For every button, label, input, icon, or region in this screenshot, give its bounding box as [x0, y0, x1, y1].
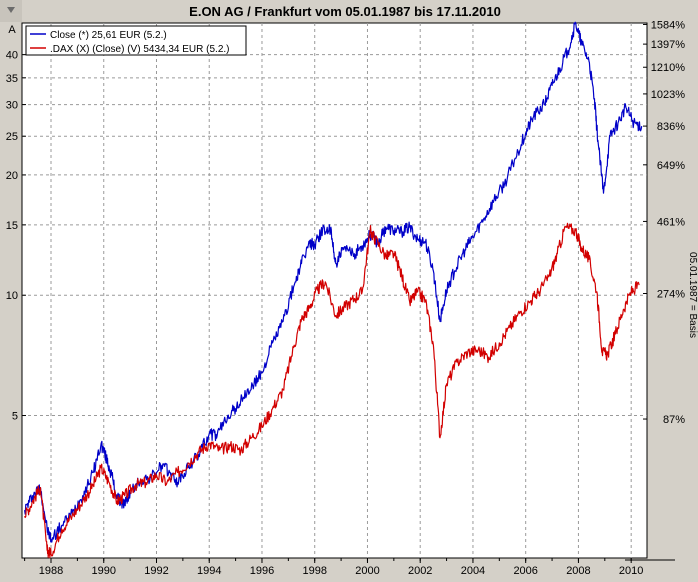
- right-tick-label: 461%: [657, 216, 685, 228]
- right-tick-label: 1210%: [651, 62, 685, 74]
- right-tick-label: 87%: [663, 414, 685, 426]
- grid: [22, 23, 647, 558]
- legend-label-close: Close (*) 25,61 EUR (5.2.): [50, 30, 167, 41]
- right-tick-label: 1023%: [651, 89, 685, 101]
- right-tick-label: 274%: [657, 289, 685, 301]
- left-tick-label: 20: [6, 170, 18, 182]
- x-tick-label: 2006: [513, 565, 537, 577]
- legend-box: [25, 25, 247, 56]
- x-tick-label: 1988: [39, 565, 63, 577]
- left-tick-label: 35: [6, 73, 18, 85]
- right-tick-label: 649%: [657, 160, 685, 172]
- left-axis-unit-marker: A: [8, 24, 16, 36]
- left-tick-label: 30: [6, 100, 18, 112]
- x-axis: 1988 1990 1992 1994 1996 1998 2000 2002 2004 2006…: [24, 558, 643, 577]
- plot-area: [21, 22, 648, 559]
- legend-label-dax: .DAX (X) (Close) (V) 5434,34 EUR (5.2.): [50, 44, 230, 55]
- x-tick-label: 1996: [250, 565, 274, 577]
- left-tick-label: 10: [6, 290, 18, 302]
- right-tick-label: 1397%: [651, 39, 685, 51]
- left-tick-label: 5: [12, 411, 18, 423]
- x-tick-label: 2008: [566, 565, 590, 577]
- right-tick-label: 1584%: [651, 19, 685, 31]
- legend: Close (*) 25,61 EUR (5.2.) .DAX (X) (Clo…: [25, 25, 247, 56]
- series-line-1: [24, 222, 640, 559]
- x-tick-label: 2004: [461, 565, 485, 577]
- right-axis-label: 05.01.1987 = Basis: [687, 252, 698, 338]
- left-tick-label: 40: [6, 50, 18, 62]
- chart-title: E.ON AG / Frankfurt vom 05.01.1987 bis 1…: [189, 4, 501, 19]
- x-tick-label: 2010: [619, 565, 643, 577]
- left-tick-label: 15: [6, 220, 18, 232]
- left-tick-label: 25: [6, 131, 18, 143]
- x-tick-label: 1992: [144, 565, 168, 577]
- x-tick-label: 1994: [197, 565, 221, 577]
- x-tick-label: 2002: [408, 565, 432, 577]
- x-tick-label: 1998: [302, 565, 326, 577]
- left-axis: 40 35 30 25 20 15 10 5: [6, 50, 26, 423]
- x-tick-label: 2000: [355, 565, 379, 577]
- right-axis: 1584% 1397% 1210% 1023% 836% 649% 461% 274% 87%: [643, 19, 685, 426]
- dropdown-arrow-icon[interactable]: [7, 7, 15, 13]
- x-tick-label: 1990: [92, 565, 116, 577]
- series-layer: [24, 21, 643, 559]
- right-tick-label: 836%: [657, 121, 685, 133]
